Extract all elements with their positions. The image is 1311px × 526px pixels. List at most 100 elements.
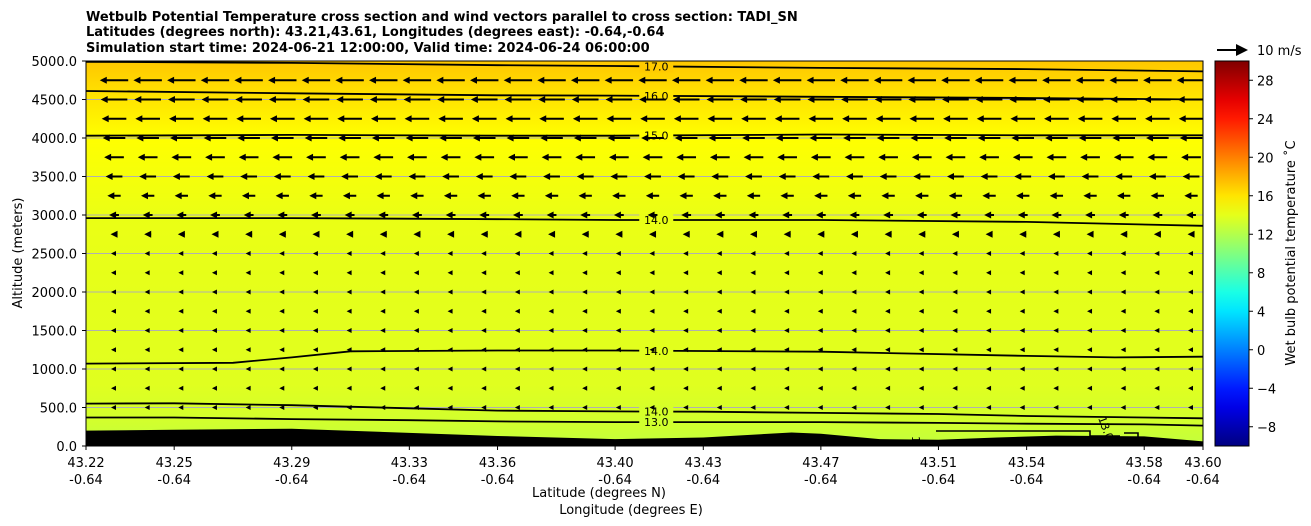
wind-vector	[1188, 251, 1193, 256]
x-axis-label-longitude: Longitude (degrees E)	[559, 503, 703, 518]
wind-vector-head	[808, 115, 816, 123]
wind-vector-head	[447, 230, 455, 238]
wind-vector-head	[379, 230, 387, 238]
wind-vector-head	[470, 96, 478, 103]
wind-vector-head	[783, 230, 791, 238]
wind-vector	[918, 385, 924, 391]
wind-vector	[817, 366, 823, 372]
wind-vector	[346, 289, 352, 295]
wind-vector	[447, 385, 453, 391]
wind-vector-head	[203, 134, 211, 142]
wind-vector	[784, 270, 790, 276]
wind-vector-head	[309, 192, 317, 200]
wind-vector	[1120, 366, 1126, 372]
wind-vector	[178, 405, 184, 410]
wind-vector-head	[1145, 115, 1153, 123]
colorbar-tick-label: 24	[1257, 113, 1274, 128]
wind-vector-head	[471, 115, 479, 123]
wind-vector-head	[480, 230, 488, 238]
wind-vector-head	[245, 230, 253, 238]
wind-vector	[986, 251, 992, 256]
wind-vector	[615, 289, 621, 295]
wind-vector	[312, 308, 318, 314]
wind-vector	[1053, 385, 1059, 391]
wind-vector-head	[301, 76, 309, 84]
wind-vector-head	[774, 115, 782, 123]
wind-vector-head	[177, 230, 185, 238]
wind-vector	[178, 385, 184, 391]
wind-vector	[1188, 289, 1193, 295]
wind-vector-head	[1076, 96, 1084, 103]
wind-vector	[649, 347, 655, 353]
wind-vector	[683, 405, 689, 410]
wind-vector-head	[742, 134, 750, 142]
wind-vector	[413, 366, 419, 372]
wind-vector-head	[505, 115, 513, 123]
wind-vector	[111, 385, 116, 391]
wind-vector	[1154, 405, 1160, 410]
wind-vector	[1120, 270, 1126, 276]
contour-label: 17.0	[644, 60, 669, 73]
wind-vector	[1154, 308, 1160, 314]
wind-vector	[1154, 328, 1160, 333]
wind-vector-head	[238, 153, 246, 161]
wind-vector-head	[743, 153, 751, 161]
wind-vector-head	[546, 211, 554, 219]
wind-vector-head	[137, 153, 145, 161]
wind-vector	[245, 270, 251, 276]
wind-vector	[346, 308, 352, 314]
wind-vector	[481, 270, 487, 276]
wind-vector	[615, 405, 621, 410]
wind-vector-head	[907, 76, 915, 84]
wind-vector	[380, 347, 386, 353]
wind-vector-head	[610, 173, 618, 180]
wind-vector	[211, 328, 217, 333]
wind-vector-head	[336, 96, 344, 103]
wind-vector-head	[682, 230, 690, 238]
wind-vector	[481, 328, 487, 333]
wind-vector-head	[341, 173, 349, 180]
wind-vector-head	[812, 173, 820, 180]
wind-vector	[986, 289, 992, 295]
wind-vector-head	[772, 76, 780, 84]
wind-vector-head	[171, 153, 179, 161]
wind-vector	[245, 347, 251, 353]
wind-vector	[784, 308, 790, 314]
wind-vector	[346, 270, 352, 276]
wind-vector-head	[407, 153, 415, 161]
wind-vector-head	[580, 211, 588, 219]
wind-vector-head	[642, 153, 650, 161]
wind-vector-head	[909, 115, 917, 123]
wind-vector-head	[649, 230, 657, 238]
wind-vector	[178, 308, 184, 314]
wind-key-label: 10 m/s	[1257, 44, 1302, 59]
wind-vector	[312, 366, 318, 372]
wind-vector-head	[780, 192, 788, 200]
wind-vector	[548, 405, 554, 410]
wind-vector	[144, 366, 150, 372]
wind-vector	[683, 385, 689, 391]
wind-vector	[885, 347, 891, 353]
wind-vector	[615, 308, 621, 314]
wind-vector-head	[1147, 153, 1155, 161]
wind-key: 10 m/s	[1217, 44, 1302, 59]
wind-vector-head	[200, 76, 208, 84]
wind-vector-head	[706, 96, 714, 103]
wind-vector-head	[944, 134, 952, 142]
wind-vector	[312, 347, 318, 353]
wind-vector-head	[436, 76, 444, 84]
wind-vector	[279, 328, 285, 333]
wind-vector	[245, 308, 251, 314]
wind-vector-head	[472, 134, 480, 142]
wind-vector-head	[371, 134, 379, 142]
wind-vector	[582, 251, 588, 256]
wind-vector	[851, 251, 857, 256]
wind-vector	[413, 385, 419, 391]
wind-vector	[245, 385, 251, 391]
wind-vector-head	[537, 76, 545, 84]
wind-vector-head	[842, 115, 850, 123]
wind-vector	[1154, 347, 1160, 353]
wind-vector	[885, 366, 891, 372]
wind-vector	[481, 251, 487, 256]
x-tick-label-lon: -0.64	[157, 473, 191, 488]
